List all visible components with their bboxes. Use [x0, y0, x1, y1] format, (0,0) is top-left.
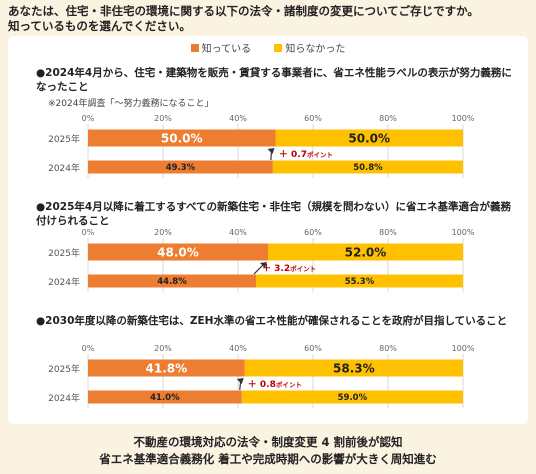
- chart-1: 0% 20% 40% 60% 80% 100% 2025年 50.0% 50.0% 2024年 49…: [48, 114, 475, 178]
- data-label: 41.0%: [150, 393, 180, 403]
- section-2-title: ●2025年4月以降に着工するすべての新築住宅・非住宅（規模を問わない）に省エネ…: [36, 201, 512, 227]
- category-label: 2024年: [48, 392, 80, 404]
- tick-label: 0%: [82, 344, 95, 353]
- bar-segment: [88, 129, 276, 147]
- tick-label: 60%: [304, 228, 322, 237]
- data-label: 58.3%: [333, 362, 375, 376]
- data-label: 52.0%: [345, 246, 387, 260]
- bar-segment: [268, 243, 463, 261]
- data-label: 59.0%: [338, 393, 368, 403]
- legend-label-known: 知っている: [201, 44, 252, 55]
- arrow-head: [267, 148, 275, 154]
- change-annotation: ＋ 0.7ポイント: [279, 149, 333, 160]
- data-label: 44.8%: [157, 277, 187, 287]
- chart-panel: [8, 36, 528, 424]
- tick-label: 0%: [82, 114, 95, 123]
- bar-segment: [244, 359, 463, 377]
- footer-line-1: 不動産の環境対応の法令・制度変更 4 割前後が認知: [133, 435, 403, 449]
- growth-arrow: [253, 262, 267, 275]
- category-label: 2024年: [48, 276, 80, 288]
- tick-label: 60%: [304, 114, 322, 123]
- arrow-head: [236, 378, 244, 384]
- legend: 知っている 知らなかった: [0, 40, 536, 55]
- data-label: 48.0%: [157, 246, 199, 260]
- category-label: 2024年: [48, 162, 80, 174]
- tick-label: 40%: [229, 114, 247, 123]
- bar-segment: [275, 129, 463, 147]
- tick-label: 100%: [452, 114, 475, 123]
- tick-label: 20%: [154, 228, 172, 237]
- tick-label: 40%: [229, 344, 247, 353]
- tick-label: 20%: [154, 114, 172, 123]
- tick-label: 80%: [379, 344, 397, 353]
- legend-swatch-unknown: [274, 43, 283, 52]
- data-label: 50.0%: [161, 132, 203, 146]
- tick-label: 40%: [229, 228, 247, 237]
- legend-item-unknown: 知らなかった: [274, 40, 345, 55]
- change-annotation: ＋ 3.2ポイント: [262, 263, 316, 274]
- footer: 不動産の環境対応の法令・制度変更 4 割前後が認知 省エネ基準適合義務化 着工や…: [0, 434, 536, 468]
- change-annotation: ＋ 0.8ポイント: [248, 379, 302, 390]
- legend-item-known: 知っている: [190, 40, 252, 55]
- category-label: 2025年: [48, 247, 80, 259]
- category-label: 2025年: [48, 363, 80, 375]
- question-text: あなたは、住宅・非住宅の環境に関する以下の法令・諸制度の変更についてご存じですか…: [8, 4, 479, 33]
- tick-label: 80%: [379, 114, 397, 123]
- data-label: 55.3%: [345, 277, 375, 287]
- chart-2: 0% 20% 40% 60% 80% 100% 2025年 48.0% 52.0% 2024年 44…: [48, 228, 475, 292]
- arrow-head: [260, 262, 267, 268]
- section-1-note: ※2024年調査「～努力義務になること」: [48, 99, 214, 109]
- footer-line-2: 省エネ基準適合義務化 着工や完成時期への影響が大きく周知進む: [99, 452, 437, 466]
- tick-label: 100%: [452, 228, 475, 237]
- section-1-title: ●2024年4月から、住宅・建築物を販売・賃貸する事業者に、省エネ性能ラベルの表…: [36, 67, 512, 93]
- growth-arrow: [267, 148, 275, 161]
- data-label: 41.8%: [146, 362, 188, 376]
- data-label: 50.0%: [348, 132, 390, 146]
- legend-label-unknown: 知らなかった: [285, 44, 346, 55]
- tick-label: 20%: [154, 344, 172, 353]
- category-label: 2025年: [48, 133, 80, 145]
- tick-label: 60%: [304, 344, 322, 353]
- data-label: 49.3%: [166, 163, 196, 173]
- chart-3: 0% 20% 40% 60% 80% 100% 2025年 41.8% 58.3% 2024年 41…: [48, 344, 475, 408]
- bar-segment: [256, 274, 463, 288]
- legend-swatch-known: [190, 43, 199, 52]
- bar-segment: [241, 390, 463, 404]
- tick-label: 0%: [82, 228, 95, 237]
- data-label: 50.8%: [353, 163, 383, 173]
- arrow-shaft: [253, 263, 265, 275]
- section-3-title: ●2030年度以降の新築住宅は、ZEH水準の省エネ性能が確保されることを政府が目…: [36, 315, 508, 327]
- bar-segment: [88, 274, 256, 288]
- bar-segment: [88, 243, 268, 261]
- bar-segment: [88, 359, 245, 377]
- growth-arrow: [236, 378, 244, 391]
- tick-label: 100%: [452, 344, 475, 353]
- bar-segment: [272, 160, 463, 174]
- bar-segment: [88, 390, 242, 404]
- bar-segment: [88, 160, 273, 174]
- tick-label: 80%: [379, 228, 397, 237]
